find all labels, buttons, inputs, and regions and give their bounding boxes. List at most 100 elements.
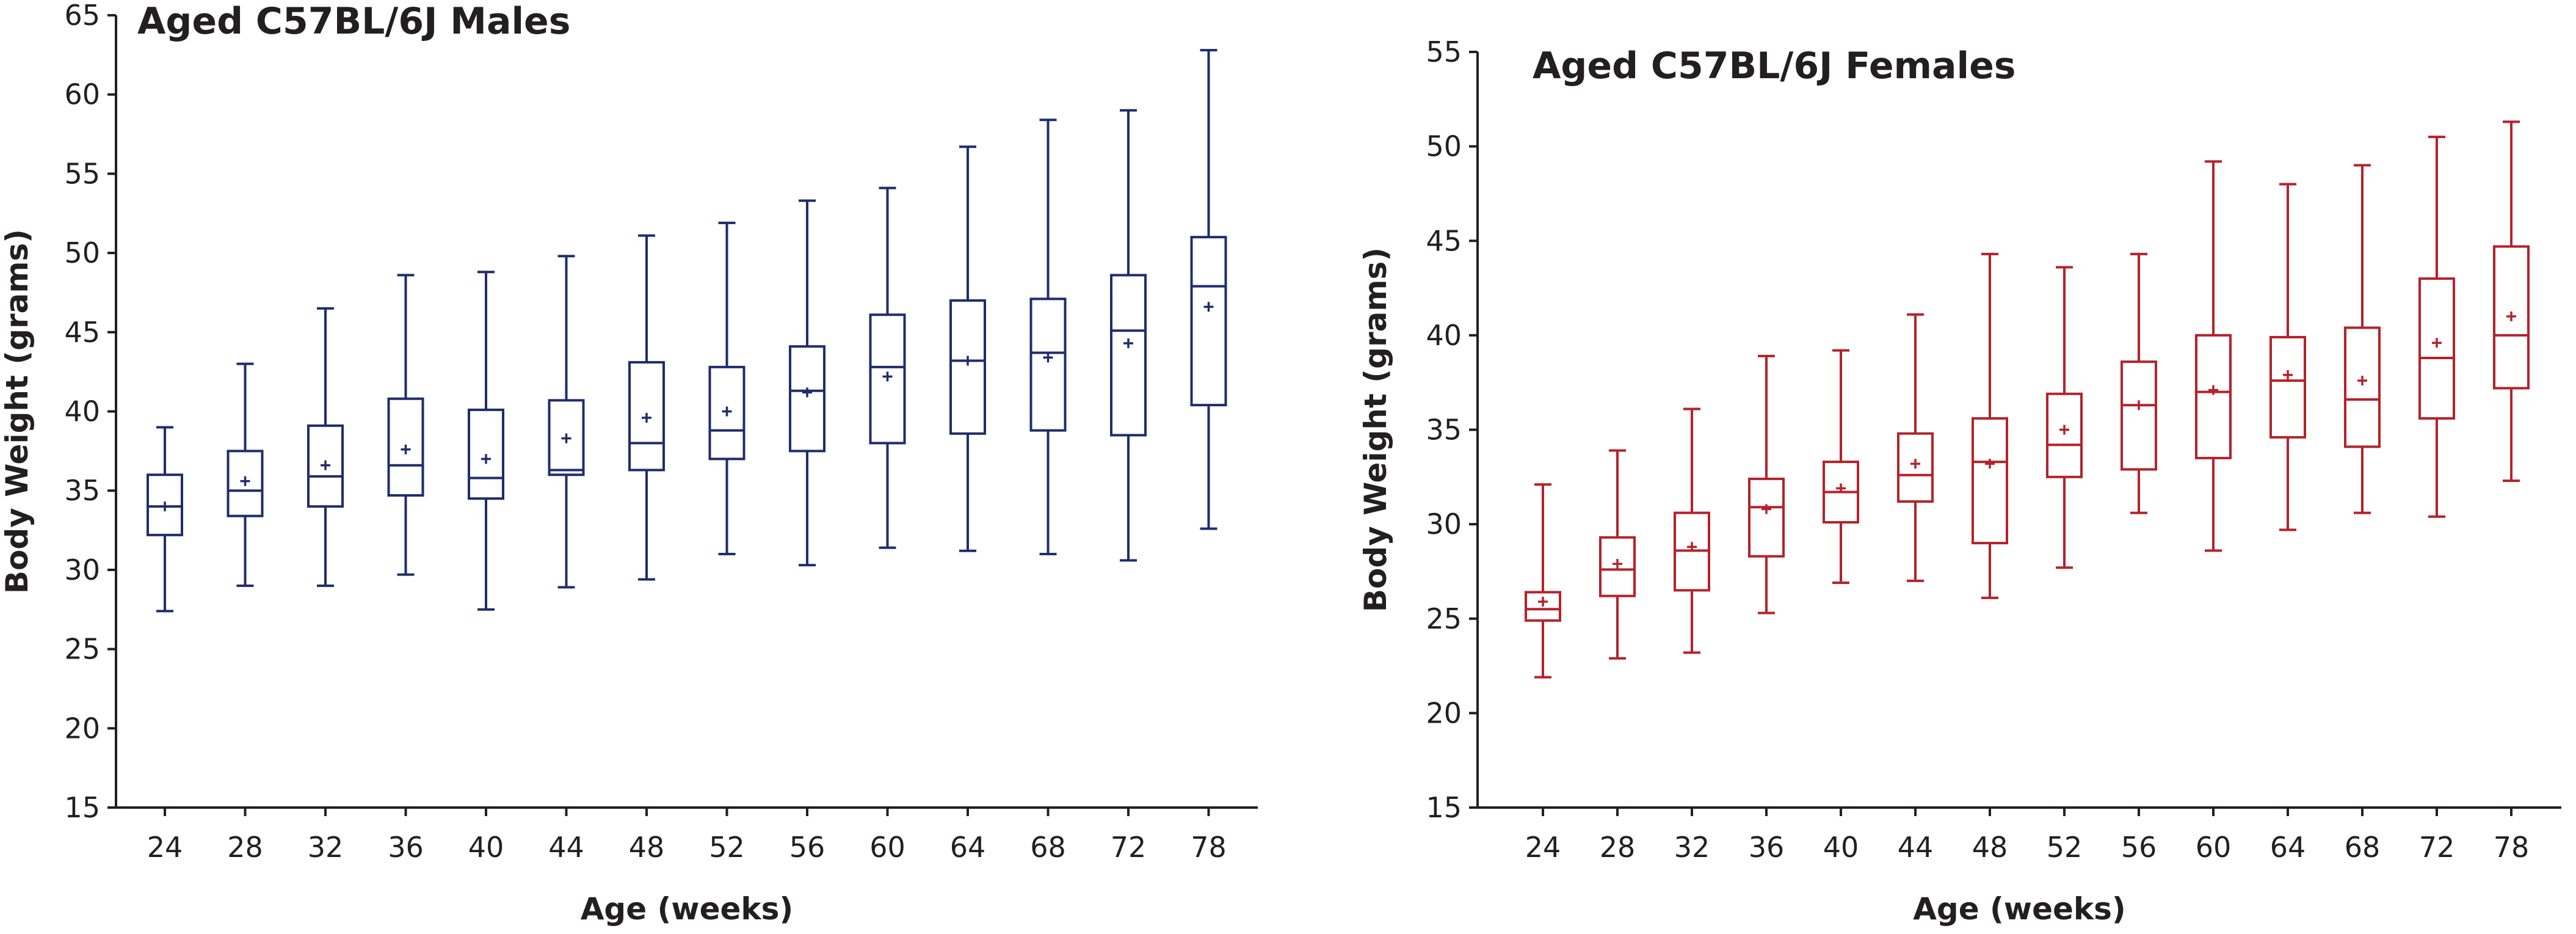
box-plot-32: 32 (1674, 407, 1710, 864)
y-tick-label: 25 (64, 633, 100, 666)
y-tick-label: 30 (64, 553, 100, 586)
iqr-box (1110, 274, 1147, 437)
iqr-box (2493, 245, 2530, 390)
box-plot-40: 40 (1823, 349, 1859, 864)
y-tick-label: 40 (1426, 319, 1462, 352)
males-chart-panel: 15 20 25 30 35 40 45 50 55 60 65 Aged C57BL/6J Male… (0, 0, 1258, 927)
iqr-box (307, 424, 344, 508)
box-plot-44: 44 (1897, 313, 1934, 864)
iqr-box (1525, 591, 1561, 622)
females-chart-panel: 15 20 25 30 35 40 45 50 55 Aged C57BL/6J Females B… (1358, 35, 2561, 927)
box-plot-52: 52 (2046, 266, 2083, 864)
x-tick-label: 36 (1749, 831, 1785, 864)
y-tick-label: 30 (1426, 508, 1462, 541)
box-plot-64: 64 (2269, 183, 2306, 864)
y-tick-label: 35 (1426, 414, 1462, 447)
box-plot-68: 68 (1029, 119, 1067, 864)
box-plot-60: 60 (869, 186, 906, 864)
y-axis-title: Body Weight (grams) (1358, 247, 1393, 612)
x-tick-label: 40 (1823, 831, 1859, 864)
y-tick-label: 50 (1426, 130, 1462, 163)
box-plot-56: 56 (2121, 252, 2157, 864)
x-tick-label: 78 (1191, 831, 1227, 864)
y-tick-label: 25 (1426, 602, 1462, 635)
iqr-box (2344, 326, 2381, 448)
iqr-box (2418, 277, 2455, 420)
y-tick-label: 20 (1426, 696, 1462, 729)
x-tick-label: 28 (227, 831, 263, 864)
x-tick-label: 60 (869, 831, 905, 864)
x-tick-label: 56 (2121, 831, 2157, 864)
iqr-box (708, 365, 746, 461)
x-tick-label: 52 (709, 831, 745, 864)
y-tick-label: 55 (1426, 35, 1462, 68)
box-plot-40: 40 (468, 271, 504, 864)
box-plot-28: 28 (1599, 449, 1636, 864)
iqr-box (628, 361, 665, 472)
iqr-box (2046, 392, 2083, 478)
box-plot-32: 32 (307, 307, 344, 864)
y-tick-label: 60 (64, 78, 100, 111)
iqr-box (387, 397, 424, 497)
iqr-box (1599, 536, 1636, 597)
iqr-box (548, 399, 585, 476)
x-tick-label: 48 (629, 831, 665, 864)
iqr-box (1190, 236, 1227, 407)
box-plot-36: 36 (1748, 354, 1785, 864)
box-plot-64: 64 (949, 145, 986, 864)
x-tick-label: 60 (2196, 831, 2232, 864)
chart-title: Aged C57BL/6J Males (137, 0, 570, 43)
x-tick-label: 32 (308, 831, 344, 864)
box-plot-78: 78 (2493, 120, 2530, 864)
iqr-box (949, 299, 986, 435)
x-axis-title: Age (weeks) (581, 891, 794, 927)
chart-title: Aged C57BL/6J Females (1533, 45, 2016, 87)
x-tick-label: 44 (548, 831, 584, 864)
y-tick-label: 45 (1426, 224, 1462, 257)
y-tick-label: 65 (64, 0, 100, 32)
y-axis-title: Body Weight (grams) (0, 229, 35, 594)
y-tick-label: 20 (64, 712, 100, 745)
box-plot-24: 24 (147, 426, 183, 864)
x-tick-label: 52 (2047, 831, 2083, 864)
x-tick-label: 24 (147, 831, 183, 864)
y-tick-label: 35 (64, 474, 100, 507)
iqr-box (2195, 334, 2232, 459)
x-tick-label: 68 (1030, 831, 1066, 864)
iqr-box (1029, 297, 1067, 432)
iqr-box (2121, 360, 2157, 471)
box-plot-72: 72 (2418, 136, 2455, 864)
box-plot-72: 72 (1110, 109, 1147, 864)
x-axis-title: Age (weeks) (1913, 891, 2126, 927)
y-tick-label: 50 (64, 236, 100, 269)
box-plot-28: 28 (227, 362, 264, 864)
x-tick-label: 78 (2494, 831, 2530, 864)
x-tick-label: 64 (2270, 831, 2306, 864)
y-tick-label: 15 (1426, 791, 1462, 824)
iqr-box (2269, 335, 2306, 439)
x-tick-label: 32 (1674, 831, 1710, 864)
iqr-box (147, 473, 183, 536)
box-plot-60: 60 (2195, 160, 2232, 864)
box-plot-48: 48 (1972, 252, 2008, 864)
x-tick-label: 36 (388, 831, 424, 864)
x-tick-label: 72 (2419, 831, 2455, 864)
x-tick-label: 28 (1600, 831, 1636, 864)
x-tick-label: 64 (950, 831, 986, 864)
y-tick-label: 40 (64, 395, 100, 428)
iqr-box (789, 345, 825, 453)
box-plot-78: 78 (1190, 49, 1227, 864)
x-tick-label: 24 (1525, 831, 1561, 864)
box-plot-52: 52 (708, 221, 746, 864)
box-plot-68: 68 (2344, 164, 2381, 864)
box-plot-48: 48 (628, 234, 665, 864)
x-tick-label: 56 (789, 831, 825, 864)
y-tick-label: 55 (64, 157, 100, 190)
iqr-box (1748, 477, 1785, 558)
box-plot-24: 24 (1525, 483, 1561, 864)
x-tick-label: 72 (1111, 831, 1147, 864)
iqr-box (468, 408, 504, 500)
iqr-box (869, 313, 906, 445)
x-tick-label: 48 (1972, 831, 2008, 864)
